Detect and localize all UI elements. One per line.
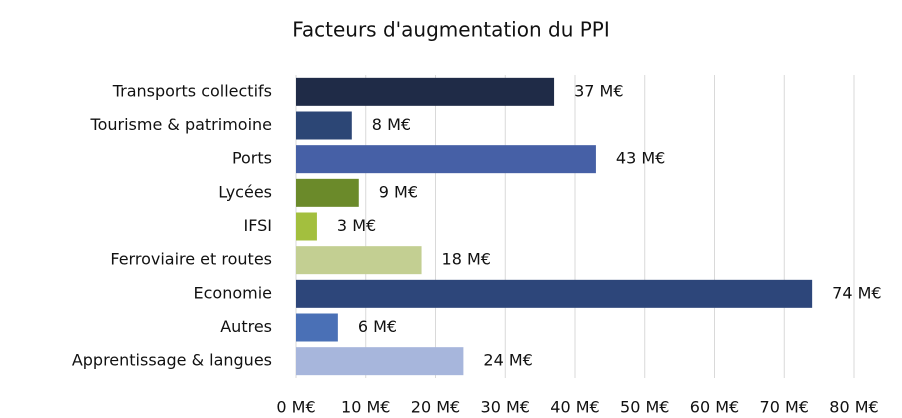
x-tick-label: 50 M€ [620, 398, 669, 417]
x-tick-label: 10 M€ [341, 398, 390, 417]
value-label: 43 M€ [616, 149, 665, 168]
x-tick-label: 80 M€ [829, 398, 878, 417]
y-tick-label: Lycées [218, 182, 272, 201]
value-label: 8 M€ [372, 115, 411, 134]
x-tick-label: 0 M€ [276, 398, 315, 417]
bar [296, 212, 317, 241]
value-label: 9 M€ [379, 182, 418, 201]
bar [296, 145, 596, 174]
y-tick-label: Transports collectifs [112, 81, 272, 100]
bar [296, 347, 464, 376]
x-tick-label: 30 M€ [481, 398, 530, 417]
bar [296, 178, 359, 207]
y-tick-label: Ferroviaire et routes [110, 250, 272, 269]
x-tick-label: 60 M€ [690, 398, 739, 417]
bar [296, 77, 555, 106]
bar [296, 111, 352, 140]
value-label: 37 M€ [574, 81, 623, 100]
bar [296, 279, 813, 308]
chart-title: Facteurs d'augmentation du PPI [292, 18, 610, 42]
value-label: 24 M€ [483, 351, 532, 370]
y-tick-label: Tourisme & patrimoine [90, 115, 272, 134]
y-tick-label: Economie [194, 283, 273, 302]
value-label: 6 M€ [358, 317, 397, 336]
x-tick-label: 70 M€ [760, 398, 809, 417]
bar [296, 246, 422, 275]
y-tick-label: Apprentissage & langues [72, 351, 272, 370]
y-tick-label: IFSI [243, 216, 272, 235]
value-label: 74 M€ [832, 283, 881, 302]
bar [296, 313, 338, 342]
value-label: 3 M€ [337, 216, 376, 235]
x-tick-label: 20 M€ [411, 398, 460, 417]
y-tick-label: Autres [220, 317, 272, 336]
value-label: 18 M€ [442, 250, 491, 269]
x-tick-label: 40 M€ [550, 398, 599, 417]
y-tick-label: Ports [232, 149, 272, 168]
